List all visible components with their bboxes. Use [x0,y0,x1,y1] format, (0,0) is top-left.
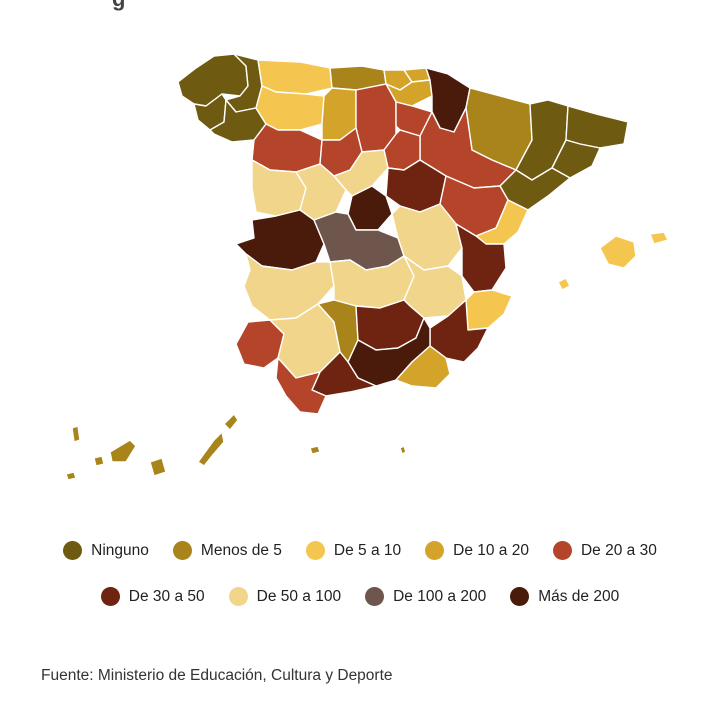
island-gran-canaria [149,457,167,477]
legend-row-1: Ninguno Menos de 5 De 5 a 10 De 10 a 20 … [0,541,720,560]
melilla [399,445,407,455]
region-alicante [465,289,513,331]
legend-label: De 20 a 30 [580,541,657,559]
legend-label: De 30 a 50 [128,587,205,605]
legend-row-2: De 30 a 50 De 50 a 100 De 100 a 200 Más … [0,587,720,606]
legend-swatch [365,587,385,606]
legend-swatch [228,587,248,606]
legend-item: De 10 a 20 [425,541,529,560]
source-note: Fuente: Ministerio de Educación, Cultura… [41,667,393,684]
island-menorca [649,231,669,245]
legend-label: De 50 a 100 [256,587,342,605]
legend-item: Más de 200 [510,587,619,606]
spain-province-map [65,53,669,481]
region-valencia [455,223,507,293]
legend-swatch [552,541,572,560]
legend-item: Ninguno [63,541,149,560]
legend-item: De 30 a 50 [100,587,205,606]
legend-label: De 10 a 20 [453,541,529,559]
region-cadiz [275,357,327,415]
legend-item: De 5 a 10 [305,541,402,560]
legend-item: De 100 a 200 [365,587,486,606]
island-lanzarote [223,413,239,431]
region-zamora [251,123,323,173]
legend-swatch [172,541,192,560]
legend-swatch [425,541,445,560]
island-fuerteventura [197,431,225,467]
legend-label: De 5 a 10 [333,541,402,559]
ceuta [309,445,321,455]
legend-item: De 50 a 100 [228,587,342,606]
legend-item: Menos de 5 [172,541,282,560]
legend-swatch [305,541,325,560]
island-ibiza [557,277,571,291]
legend-item: De 20 a 30 [552,541,657,560]
legend-label: Ninguno [91,541,149,559]
island-el-hierro [65,471,77,481]
title-fragment: g [112,0,125,12]
island-tenerife [109,439,137,463]
legend-label: Más de 200 [538,587,620,605]
region-leon [255,85,325,131]
island-la-palma [71,425,81,443]
legend-swatch [510,587,530,606]
legend-swatch [100,587,120,606]
region-girona [565,105,629,149]
legend-swatch [63,541,83,560]
island-la-gomera [93,455,105,467]
legend-label: Menos de 5 [200,541,282,559]
region-almeria [395,345,451,389]
island-mallorca [599,235,637,269]
legend-label: De 100 a 200 [393,587,487,605]
